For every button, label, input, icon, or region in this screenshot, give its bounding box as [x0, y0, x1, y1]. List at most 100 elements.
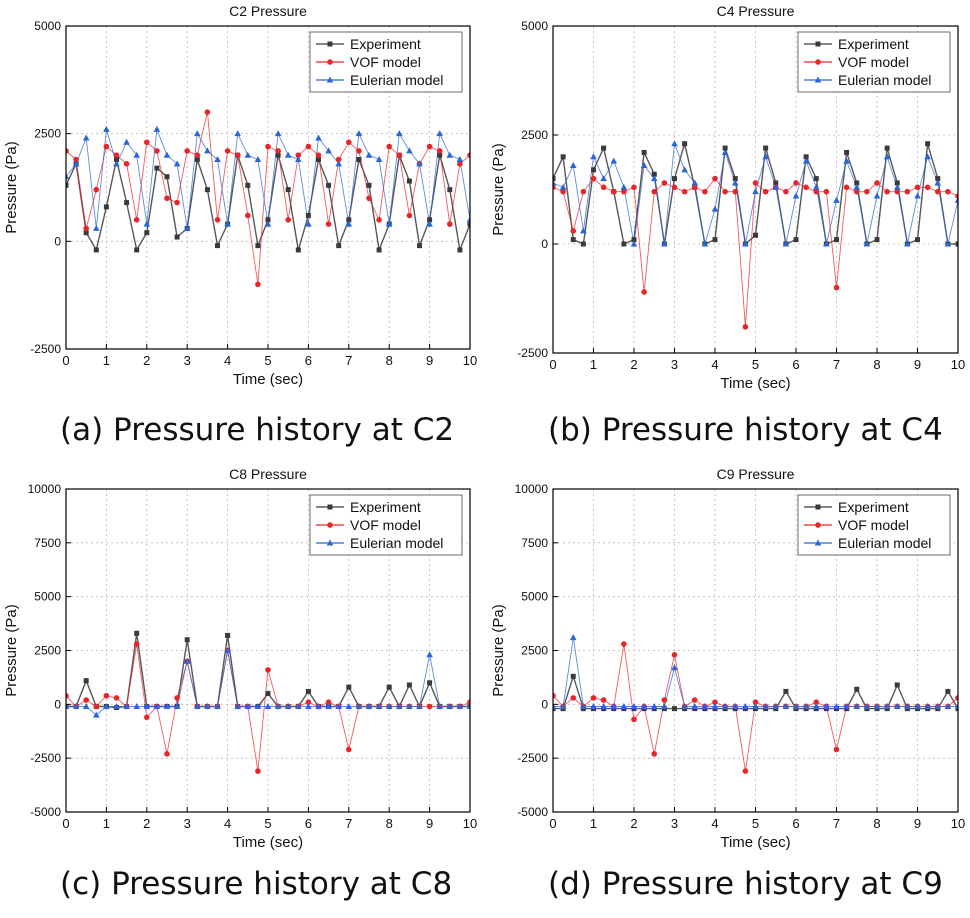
data-point: [325, 702, 332, 709]
data-point: [164, 174, 170, 180]
data-point: [553, 176, 556, 182]
legend-label: Experiment: [350, 499, 421, 515]
x-tick-label: 0: [549, 357, 556, 372]
data-point: [753, 232, 758, 238]
data-point: [833, 746, 840, 753]
y-tick-label: 5000: [34, 19, 61, 33]
data-point: [325, 147, 332, 154]
data-point: [234, 702, 241, 709]
data-point: [456, 702, 464, 709]
data-point: [691, 179, 699, 186]
data-point: [894, 180, 900, 186]
data-point: [103, 702, 110, 709]
chart-3: 0 1 2 3 4 5 6 7 8 9 10 -5000 -2500 0 2500 5000 7500 10000…: [3, 466, 477, 851]
data-point: [66, 148, 69, 154]
data-point: [144, 139, 150, 146]
data-point: [244, 702, 252, 709]
x-tick-label: 5: [264, 353, 271, 368]
series-group: [66, 630, 470, 774]
legend-marker: [326, 539, 334, 546]
data-point: [802, 157, 810, 164]
data-point: [406, 682, 412, 688]
legend: Experiment VOF model Eulerian model: [797, 31, 951, 93]
y-tick-label: 0: [541, 237, 548, 251]
data-point: [914, 702, 921, 709]
data-point: [305, 212, 311, 218]
data-point: [345, 702, 353, 709]
x-tick-label: 3: [671, 816, 678, 831]
data-point: [560, 154, 566, 160]
data-point: [154, 148, 160, 154]
data-point: [376, 217, 382, 223]
data-point: [335, 156, 342, 163]
data-point: [945, 688, 951, 694]
data-point: [691, 697, 698, 703]
data-point: [183, 657, 191, 664]
data-point: [436, 702, 443, 709]
data-point: [356, 148, 362, 154]
x-tick-label: 9: [426, 353, 433, 368]
data-point: [295, 702, 302, 709]
data-point: [792, 192, 800, 199]
data-point: [416, 702, 423, 709]
data-point: [610, 188, 617, 195]
data-point: [553, 702, 557, 709]
data-point: [553, 184, 556, 191]
y-tick-label: -2500: [517, 751, 548, 765]
data-point: [375, 702, 383, 709]
data-point: [214, 217, 221, 223]
data-point: [621, 641, 627, 647]
data-point: [752, 699, 759, 705]
data-point: [386, 684, 392, 690]
x-axis-label: Time (sec): [720, 375, 790, 392]
data-point: [66, 692, 69, 699]
data-point: [580, 702, 587, 709]
data-point: [447, 221, 453, 227]
data-point: [813, 699, 820, 705]
data-point: [590, 153, 597, 160]
data-point: [802, 702, 810, 709]
data-point: [93, 703, 100, 710]
data-point: [113, 702, 120, 709]
legend-label: VOF model: [350, 54, 421, 70]
data-point: [873, 702, 881, 709]
data-point: [945, 188, 951, 195]
data-point: [447, 187, 453, 193]
data-point: [426, 703, 433, 710]
y-axis-label: Pressure (Pa): [3, 141, 20, 234]
data-point: [457, 161, 463, 167]
data-point: [123, 138, 130, 145]
caption-a: (a) Pressure history at C2: [60, 412, 455, 448]
data-point: [134, 630, 140, 636]
data-point: [335, 702, 342, 709]
y-tick-label: 2500: [521, 644, 548, 658]
x-tick-label: 7: [833, 816, 840, 831]
data-point: [925, 141, 931, 147]
legend-label: Eulerian model: [838, 535, 931, 551]
data-point: [783, 688, 789, 694]
data-point: [346, 217, 352, 223]
data-point: [416, 160, 423, 167]
x-tick-label: 6: [305, 816, 312, 831]
x-tick-label: 8: [873, 357, 880, 372]
data-point: [467, 152, 470, 158]
data-point: [884, 188, 890, 195]
legend-label: Eulerian model: [350, 72, 443, 88]
data-point: [295, 247, 301, 253]
data-point: [944, 240, 952, 247]
data-point: [264, 220, 272, 227]
data-point: [83, 678, 89, 684]
legend-marker: [327, 504, 333, 510]
data-point: [427, 680, 433, 686]
data-point: [883, 153, 891, 160]
data-point: [355, 702, 363, 709]
chart-4: 0 1 2 3 4 5 6 7 8 9 10 -5000 -2500 0 2500 5000 7500 10000…: [490, 466, 965, 851]
y-tick-label: 2500: [34, 644, 61, 658]
data-point: [336, 243, 342, 249]
data-point: [113, 160, 120, 167]
data-point: [712, 175, 718, 182]
data-point: [164, 751, 170, 757]
y-tick-label: 5000: [521, 19, 548, 33]
x-tick-label: 7: [345, 353, 352, 368]
